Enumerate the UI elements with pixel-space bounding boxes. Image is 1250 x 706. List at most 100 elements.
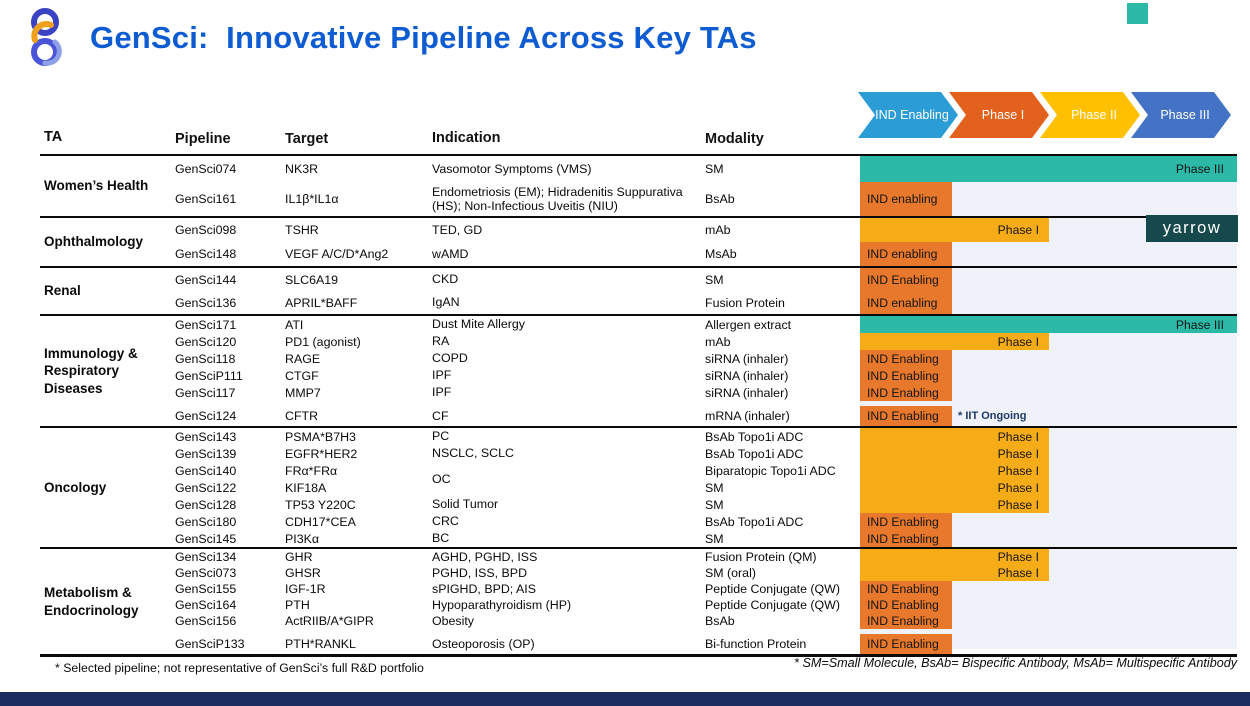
modality-cell: BsAb Topo1i ADC [705,446,804,461]
phase-bar-ind: IND Enabling [860,384,952,401]
legend-label: Phase III [1160,107,1210,122]
phase-bar-ind: IND Enabling [860,597,952,613]
modality-cell: siRNA (inhaler) [705,351,789,366]
pipeline-row: GenSciP133 PTH*RANKL Osteoporosis (OP) B… [175,634,1237,654]
ta-group-label: Women’s Health [44,178,149,194]
indication-cell: OC [432,472,451,487]
indication-cell: NSCLC, SCLC [432,446,514,461]
pipeline-row: GenSci117 MMP7 IPF siRNA (inhaler) IND E… [175,384,1237,401]
target-cell: MMP7 [285,385,321,400]
pipeline-cell: GenSci098 [175,223,237,237]
modality-cell: Fusion Protein [705,295,785,310]
yarrow-watermark-badge: Yarrow [1146,215,1238,242]
target-cell: PD1 (agonist) [285,334,361,349]
phase-bar-ind: IND Enabling [860,406,952,426]
modality-cell: SM [705,272,724,287]
phase-cell: Phase III [860,316,1237,333]
indication-cell: CF [432,408,449,423]
pipeline-row: GenSci155 IGF-1R sPIGHD, BPD; AIS Peptid… [175,581,1237,597]
pipeline-row: GenSci180 CDH17*CEA CRC BsAb Topo1i ADC … [175,513,1237,530]
indication-cell: Endometriosis (EM); Hidradenitis Suppura… [432,184,683,213]
dna-helix-logo-icon [31,8,62,66]
pipeline-cell: GenSci156 [175,614,237,628]
phase-bar-phase1: Phase I [860,549,1049,565]
modality-cell: Bi-function Protein [705,637,807,651]
pipeline-cell: GenSciP111 [175,368,243,383]
phase-cell: Phase I [860,565,1237,581]
pipeline-cell: GenSci122 [175,480,237,495]
modality-cell: MsAb [705,247,737,261]
page-title: GenSci: Innovative Pipeline Across Key T… [90,20,757,55]
modality-cell: BsAb [705,614,735,628]
ta-group: Oncology GenSci143 PSMA*B7H3 PC BsAb Top… [40,426,1237,547]
modality-cell: BsAb Topo1i ADC [705,514,804,529]
pipeline-row: GenSci136 APRIL*BAFF IgAN Fusion Protein… [175,291,1237,314]
phase-bar-ind: IND Enabling [860,350,952,367]
ta-group: Immunology & Respiratory Diseases GenSci… [40,314,1237,426]
pipeline-cell: GenSci124 [175,409,237,423]
phase-cell: Phase I [860,218,1237,242]
pipeline-cell: GenSci118 [175,351,236,366]
pipeline-row: GenSci145 PI3Kα BC SM IND Enabling [175,530,1237,547]
ta-group-rows: GenSci143 PSMA*B7H3 PC BsAb Topo1i ADC P… [175,428,1237,547]
phase-bar-ind: IND Enabling [860,581,952,597]
phase-bar-ind: IND Enabling [860,634,952,654]
ta-group-rows: GenSci171 ATI Dust Mite Allergy Allergen… [175,316,1237,426]
indication-cell: IPF [432,385,452,400]
legend-label: Phase II [1071,107,1117,122]
phase-bar-phase1: Phase I [860,428,1049,445]
target-cell: PSMA*B7H3 [285,429,356,444]
indication-cell: COPD [432,351,468,366]
pipeline-row: GenSci073 GHSR PGHD, ISS, BPD SM (oral) … [175,565,1237,581]
pipeline-row: GenSci098 TSHR TED, GD mAb Phase I [175,218,1237,242]
ta-group: Metabolism & Endocrinology GenSci134 GHR… [40,547,1237,654]
indication-cell: PC [432,429,450,444]
table-header-row: TA Pipeline Target Indication Modality [40,122,1237,154]
ta-group-label: Ophthalmology [44,234,143,250]
target-cell: RAGE [285,351,321,366]
phase-bar-ind: IND enabling [860,291,952,314]
pipeline-cell: GenSci074 [175,162,237,176]
phase-bar-ind: IND enabling [860,182,952,216]
indication-cell: BC [432,531,450,546]
modality-cell: mRNA (inhaler) [705,409,790,423]
modality-cell: BsAb Topo1i ADC [705,429,804,444]
pipeline-cell: GenSci117 [175,385,236,400]
phase-bar-phase1: Phase I [860,333,1049,350]
target-cell: CFTR [285,409,319,423]
phase-cell: IND Enabling [860,613,1237,629]
ta-group: Ophthalmology GenSci098 TSHR TED, GD mAb… [40,216,1237,266]
pipeline-row: GenSci148 VEGF A/C/D*Ang2 wAMD MsAb IND … [175,242,1237,266]
column-header-ta: TA [44,129,63,146]
pipeline-cell: GenSci145 [175,531,237,546]
iit-ongoing-note: * IIT Ongoing [958,410,1027,422]
pipeline-cell: GenSci128 [175,497,237,512]
pipeline-cell: GenSci164 [175,598,237,612]
phase-cell: IND enabling [860,182,1237,216]
column-header-indication: Indication [432,130,501,147]
pipeline-cell: GenSci139 [175,446,237,461]
pipeline-cell: GenSci180 [175,514,237,529]
phase-bar-ind: IND enabling [860,242,952,266]
pipeline-table: TA Pipeline Target Indication Modality W… [40,122,1237,657]
phase-bar-phase1: Phase I [860,445,1049,462]
phase-bar-phase1: Phase I [860,218,1049,242]
indication-cell: sPIGHD, BPD; AIS [432,581,536,596]
pipeline-row: GenSci118 RAGE COPD siRNA (inhaler) IND … [175,350,1237,367]
indication-cell: IgAN [432,295,460,310]
pipeline-row: GenSci128 TP53 Y220C Solid Tumor SM Phas… [175,496,1237,513]
ta-group-label: Metabolism & Endocrinology [44,584,139,618]
pipeline-cell: GenSci134 [175,550,237,564]
pipeline-row: GenSci171 ATI Dust Mite Allergy Allergen… [175,316,1237,333]
modality-cell: BsAb [705,192,735,206]
indication-cell: IPF [432,368,452,383]
pipeline-cell: GenSci148 [175,247,237,261]
column-header-target: Target [285,131,329,147]
modality-cell: Peptide Conjugate (QW) [705,582,840,596]
phase-cell: Phase I [860,462,1237,479]
pipeline-row: GenSci124 CFTR CF mRNA (inhaler) IND Ena… [175,406,1237,426]
bottom-accent-bar [0,692,1250,706]
ta-group: Renal GenSci144 SLC6A19 CKD SM IND Enabl… [40,266,1237,314]
ta-group: Women’s Health GenSci074 NK3R Vasomotor … [40,154,1237,216]
target-cell: PTH*RANKL [285,637,356,651]
